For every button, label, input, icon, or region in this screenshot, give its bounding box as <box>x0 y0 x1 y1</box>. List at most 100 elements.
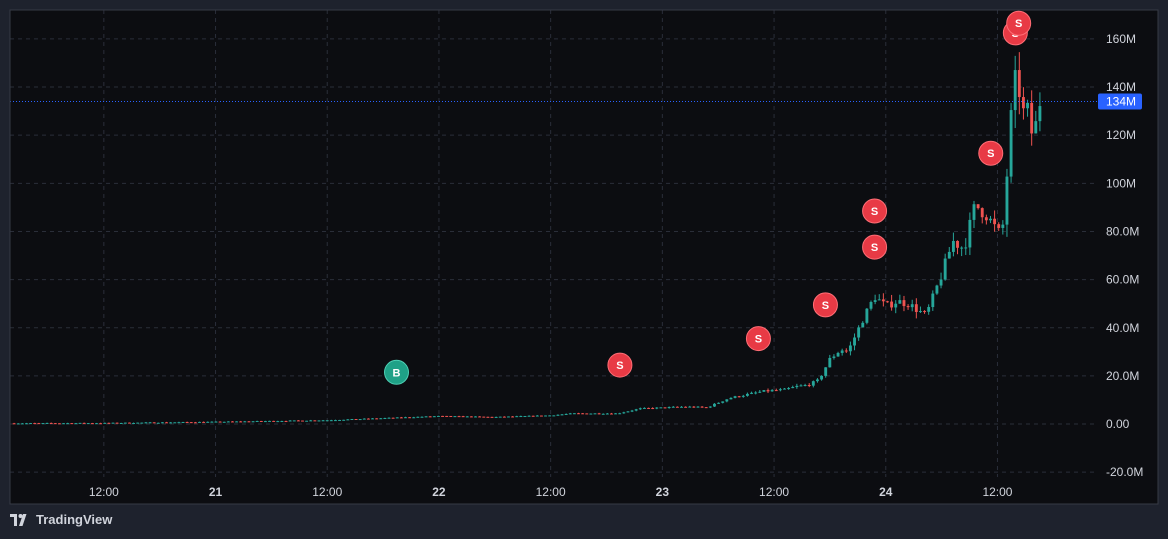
candle-body <box>886 301 889 303</box>
sell-marker[interactable]: S <box>862 198 888 224</box>
sell-marker[interactable]: S <box>1006 10 1032 36</box>
marker-label: S <box>822 300 829 312</box>
tradingview-logo-icon <box>10 513 27 526</box>
sell-marker[interactable]: S <box>745 326 771 352</box>
candle-body <box>259 420 263 422</box>
plot-area[interactable] <box>10 10 1098 477</box>
candle-body <box>585 413 589 415</box>
candle-body <box>272 420 276 422</box>
candle-body <box>861 322 865 328</box>
candle-body <box>20 423 24 425</box>
candle-body <box>947 251 951 259</box>
candle-body <box>684 406 688 408</box>
candle-body <box>296 420 300 422</box>
candle-body <box>1005 176 1009 225</box>
candle-body <box>226 421 230 423</box>
candle-body <box>923 311 927 313</box>
y-tick-label: 60.0M <box>1106 273 1139 287</box>
sell-marker[interactable]: S <box>978 140 1004 166</box>
y-tick-label: 0.00 <box>1106 417 1130 431</box>
marker-label: S <box>987 148 994 160</box>
candle-body <box>441 415 445 417</box>
candle-body <box>527 415 531 417</box>
candle-body <box>750 392 753 394</box>
candle-body <box>935 285 939 294</box>
candle-body <box>873 300 877 303</box>
candle-body <box>984 217 988 221</box>
candle-body <box>807 385 811 387</box>
y-tick-label: 80.0M <box>1106 224 1139 238</box>
candle-body <box>564 413 568 415</box>
candle-body <box>914 304 918 312</box>
candle-body <box>490 416 494 418</box>
candle-body <box>288 420 292 422</box>
candle-body <box>671 406 675 408</box>
candle-body <box>791 387 795 389</box>
candle-body <box>663 407 667 409</box>
candle-body <box>185 421 189 423</box>
candle-body <box>692 406 696 408</box>
candle-body <box>601 413 605 415</box>
candle-body <box>280 421 284 423</box>
candle-body <box>136 422 140 424</box>
candle-body <box>638 408 642 410</box>
candle-body <box>556 414 560 416</box>
candle-body <box>305 420 309 422</box>
last-price-label: 134M <box>1106 94 1136 108</box>
candle-body <box>725 399 729 402</box>
candle-body <box>424 416 428 418</box>
marker-label: S <box>616 360 623 372</box>
candle-body <box>251 421 255 423</box>
candle-body <box>572 413 576 415</box>
candle-body <box>95 423 98 425</box>
candle-body <box>622 412 626 414</box>
candle-body <box>844 350 848 352</box>
candle-body <box>123 422 127 424</box>
sell-marker[interactable]: S <box>812 292 838 318</box>
candle-body <box>338 419 342 421</box>
sell-marker[interactable]: S <box>607 352 633 378</box>
candle-body <box>354 419 358 421</box>
candle-body <box>498 416 502 418</box>
candle-body <box>115 422 119 424</box>
candle-body <box>263 421 267 423</box>
candle-body <box>1001 224 1005 228</box>
candle-body <box>919 311 922 313</box>
candle-body <box>41 423 45 425</box>
candle-body <box>535 415 539 417</box>
candle-body <box>758 391 762 393</box>
candle-body <box>173 422 177 424</box>
sell-marker[interactable]: S <box>862 234 888 260</box>
candle-body <box>762 390 766 392</box>
candle-body <box>119 422 123 424</box>
candle-body <box>420 416 424 418</box>
candle-body <box>428 416 432 418</box>
candle-body <box>375 418 379 420</box>
candle-body <box>729 397 733 400</box>
price-axis[interactable] <box>1098 10 1158 477</box>
candle-body <box>432 416 436 418</box>
buy-marker[interactable]: B <box>383 359 409 385</box>
candle-body <box>474 416 477 418</box>
candle-body <box>1030 102 1034 134</box>
candle-body <box>445 415 449 417</box>
candle-body <box>642 407 646 409</box>
candle-body <box>383 418 387 420</box>
candle-body <box>334 420 337 422</box>
candle-body <box>523 416 527 418</box>
candle-body <box>593 413 597 415</box>
candle-body <box>165 422 168 424</box>
y-tick-label: 20.0M <box>1106 369 1139 383</box>
candle-body <box>848 345 852 352</box>
tradingview-brand[interactable]: TradingView <box>10 512 112 527</box>
candle-body <box>1034 121 1038 134</box>
time-axis[interactable] <box>10 477 1158 504</box>
candle-body <box>358 419 362 421</box>
x-tick-label: 12:00 <box>759 485 789 499</box>
candle-body <box>910 304 914 308</box>
candle-body <box>408 417 412 419</box>
grid-lines <box>10 10 1098 477</box>
candle-body <box>276 421 280 423</box>
candle-body <box>853 337 856 346</box>
